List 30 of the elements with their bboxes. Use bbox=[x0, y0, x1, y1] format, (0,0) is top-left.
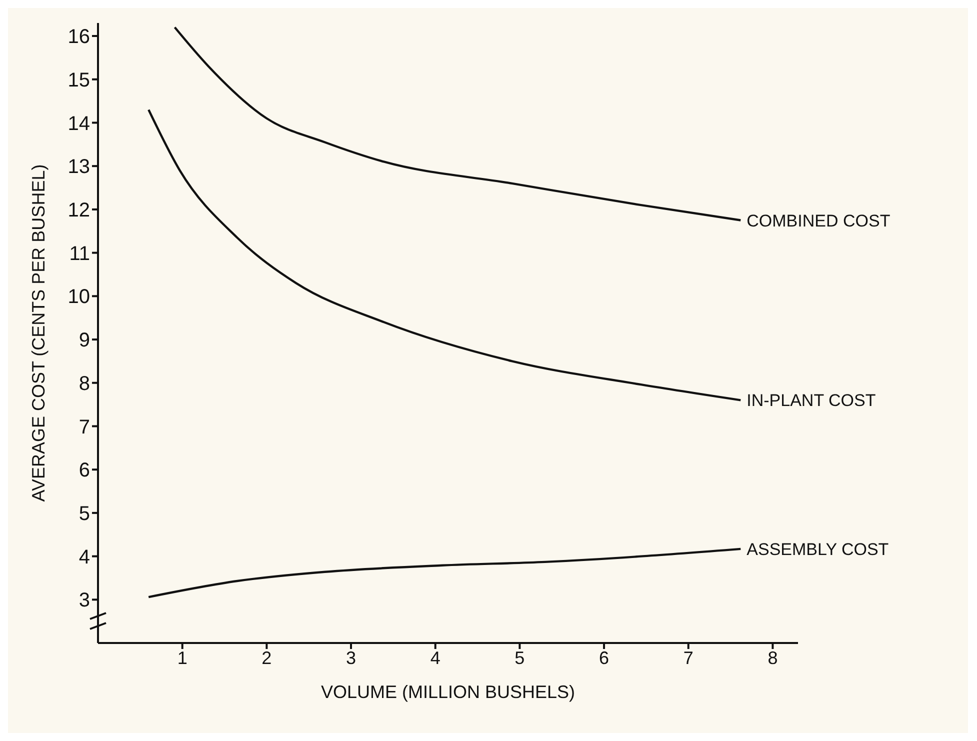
y-tick-label: 11 bbox=[69, 242, 90, 265]
y-axis-title: AVERAGE COST (CENTS PER BUSHEL) bbox=[28, 164, 48, 502]
x-tick-label: 8 bbox=[768, 648, 778, 668]
series-label: IN-PLANT COST bbox=[746, 391, 876, 410]
y-tick-label: 5 bbox=[78, 503, 90, 526]
x-tick-label: 7 bbox=[683, 648, 694, 668]
line-series bbox=[174, 26, 742, 222]
series-label: COMBINED COST bbox=[746, 211, 890, 230]
y-tick-label: 3 bbox=[78, 590, 90, 612]
y-tick-label: 8 bbox=[78, 372, 90, 395]
line-series bbox=[148, 548, 742, 598]
x-tick-label: 2 bbox=[262, 648, 272, 668]
x-tick-label: 3 bbox=[346, 648, 356, 668]
series-label: ASSEMBLY COST bbox=[746, 540, 889, 559]
x-tick-label: 4 bbox=[430, 648, 440, 668]
y-tick-label: 16 bbox=[68, 26, 90, 48]
y-tick-label: 14 bbox=[68, 112, 90, 135]
y-tick-label: 6 bbox=[78, 460, 90, 482]
y-tick-label: 15 bbox=[68, 69, 90, 92]
y-tick-label: 4 bbox=[78, 546, 90, 568]
y-tick-label: 13 bbox=[68, 156, 90, 178]
x-tick-label: 6 bbox=[599, 648, 610, 668]
y-tick-label: 7 bbox=[78, 416, 90, 438]
y-tick-label: 9 bbox=[78, 330, 90, 352]
x-tick-label: 5 bbox=[514, 648, 525, 668]
x-axis-title: VOLUME (MILLION BUSHELS) bbox=[320, 682, 576, 702]
x-tick-label: 1 bbox=[177, 648, 188, 668]
y-tick-label: 10 bbox=[68, 286, 90, 308]
y-tick-label: 12 bbox=[68, 200, 90, 222]
line-series bbox=[148, 108, 742, 402]
